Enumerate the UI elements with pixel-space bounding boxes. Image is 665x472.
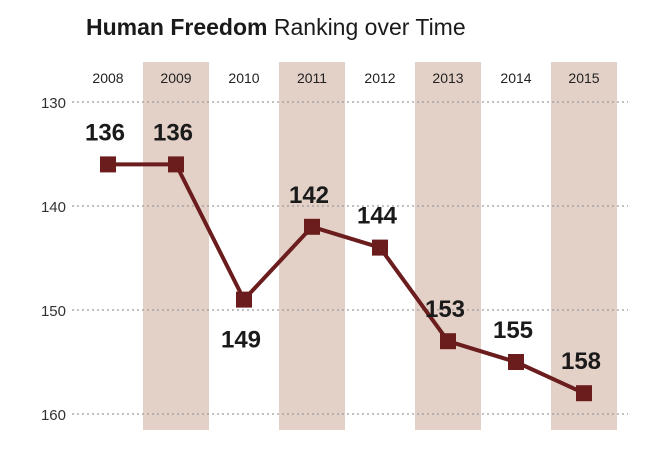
year-band-2009 [143,62,209,430]
y-tick-label: 150 [41,303,66,320]
chart-title: Human Freedom Ranking over Time [86,14,466,41]
year-band-2015 [551,62,617,430]
x-tick-label: 2011 [297,70,327,86]
x-tick-label: 2013 [432,70,463,86]
y-tick-label: 130 [41,95,66,112]
data-point [168,156,184,173]
data-label: 144 [357,203,398,230]
data-point [236,291,252,308]
data-label: 158 [561,348,601,375]
x-tick-label: 2012 [364,70,395,86]
year-band-2011 [279,62,345,430]
data-point [372,239,388,256]
data-label: 136 [85,119,125,146]
data-label: 142 [289,182,329,209]
chart-title-rest: Ranking over Time [273,14,466,40]
data-point [576,385,592,402]
y-tick-label: 160 [41,407,66,424]
data-label: 153 [425,296,465,323]
x-tick-label: 2009 [160,70,191,86]
chart-title-bold: Human Freedom [86,14,268,40]
x-tick-label: 2014 [500,70,531,86]
year-band-2013 [415,62,481,430]
data-label: 149 [221,327,261,354]
data-label: 136 [153,119,193,146]
data-point [440,333,456,350]
data-label: 155 [493,317,533,344]
data-point [304,218,320,235]
data-point [100,156,116,173]
data-point [508,354,524,370]
x-tick-label: 2008 [92,70,123,86]
x-tick-label: 2015 [568,70,599,86]
series-line [108,162,585,396]
x-tick-label: 2010 [228,70,259,86]
y-tick-label: 140 [41,199,66,216]
